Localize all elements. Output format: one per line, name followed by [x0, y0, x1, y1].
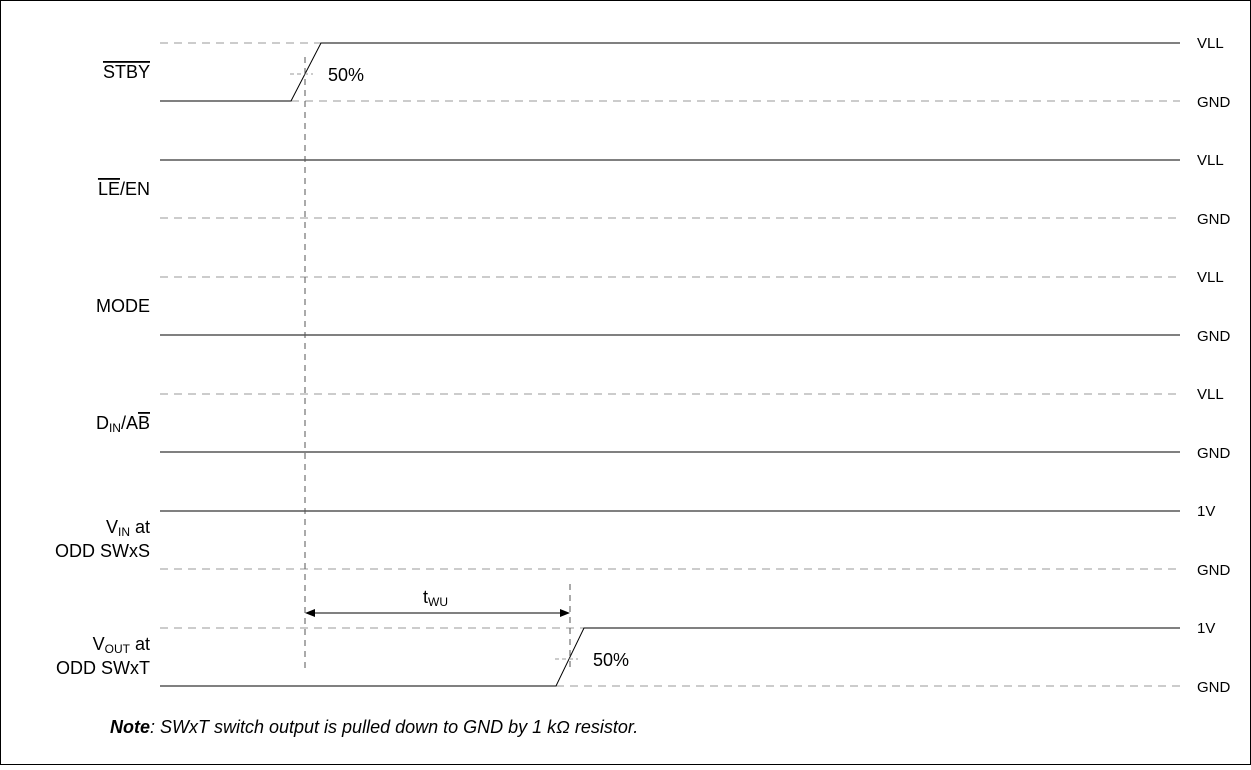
- signal-name-line2: ODD SWxS: [55, 541, 150, 561]
- twu-arrow-right: [560, 609, 570, 617]
- signal-name-part: OUT: [105, 642, 131, 656]
- level-label-bottom: GND: [1197, 94, 1231, 111]
- timing-annotation: tWU: [304, 57, 571, 672]
- level-label-top: VLL: [1197, 269, 1224, 286]
- twu-arrow-left: [305, 609, 315, 617]
- signal-name-part: D: [96, 413, 109, 433]
- signal-name-part: V: [106, 517, 118, 537]
- signal-row-stby: 50% VLL GND STBY: [103, 35, 1231, 111]
- level-label-bottom: GND: [1197, 445, 1231, 462]
- signal-name-part: /A: [121, 413, 138, 433]
- signal-name-part: IN: [118, 525, 130, 539]
- signal-name-part: STBY: [103, 62, 150, 82]
- level-label-top: 1V: [1197, 503, 1215, 520]
- signal-name: STBY: [103, 62, 150, 82]
- signal-name-part: at: [130, 517, 150, 537]
- signal-row-le-en: VLL GND LE/EN: [98, 152, 1231, 228]
- signal-name: VIN at: [106, 517, 150, 539]
- level-label-top: VLL: [1197, 152, 1224, 169]
- level-label-bottom: GND: [1197, 328, 1231, 345]
- twu-label: tWU: [423, 587, 448, 609]
- level-label-top: 1V: [1197, 620, 1215, 637]
- level-label-bottom: GND: [1197, 211, 1231, 228]
- level-label-bottom: GND: [1197, 562, 1231, 579]
- footnote-bold: Note: [110, 717, 150, 737]
- signal-name-part: /EN: [120, 179, 150, 199]
- footnote-text: : SWxT switch output is pulled down to G…: [150, 717, 638, 737]
- signal-name-part: at: [130, 634, 150, 654]
- signal-name-part: V: [93, 634, 105, 654]
- waveform-rising: [160, 627, 1180, 687]
- signal-name: MODE: [96, 296, 150, 316]
- signal-name: DIN/AB: [96, 413, 150, 435]
- fifty-percent-label: 50%: [593, 650, 629, 670]
- signal-name: LE/EN: [98, 179, 150, 199]
- signal-name-line2: ODD SWxT: [56, 658, 150, 678]
- signal-rows: 50% VLL GND STBY VLL GND LE/EN VLL GND MODE VLL GND…: [55, 35, 1231, 696]
- waveform-rising: [160, 42, 1180, 102]
- signal-name-part: MODE: [96, 296, 150, 316]
- signal-row-mode: VLL GND MODE: [96, 269, 1231, 345]
- fifty-percent-label: 50%: [328, 65, 364, 85]
- footnote: Note: SWxT switch output is pulled down …: [110, 717, 638, 737]
- signal-row-din-ab: VLL GND DIN/AB: [96, 386, 1231, 462]
- signal-name-part: IN: [109, 421, 121, 435]
- level-label-top: VLL: [1197, 35, 1224, 52]
- level-label-bottom: GND: [1197, 679, 1231, 696]
- signal-name-part: B: [138, 413, 150, 433]
- signal-name-part: LE: [98, 179, 120, 199]
- signal-name: VOUT at: [93, 634, 150, 656]
- level-label-top: VLL: [1197, 386, 1224, 403]
